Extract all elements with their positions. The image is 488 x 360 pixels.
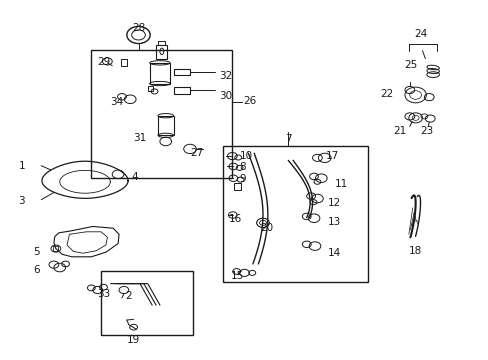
Text: 22: 22: [379, 89, 392, 99]
Bar: [91, 50, 232, 178]
Text: 34: 34: [110, 97, 123, 107]
Text: 19: 19: [127, 335, 140, 345]
Bar: [148, 86, 153, 91]
Text: 7: 7: [285, 134, 291, 144]
Text: 24: 24: [413, 29, 426, 39]
Text: 26: 26: [243, 96, 256, 107]
Text: 6: 6: [33, 265, 40, 275]
Bar: [174, 87, 189, 94]
Text: 20: 20: [259, 222, 272, 233]
Text: 21: 21: [393, 126, 406, 136]
Text: 28: 28: [132, 23, 145, 33]
Text: 25: 25: [404, 60, 417, 70]
Text: 18: 18: [408, 246, 422, 256]
Text: 12: 12: [327, 198, 341, 208]
Text: 11: 11: [334, 179, 347, 189]
Text: 3: 3: [19, 196, 25, 206]
Text: 31: 31: [133, 133, 146, 143]
Bar: [233, 183, 241, 190]
Text: 15: 15: [230, 271, 244, 281]
Bar: [174, 69, 189, 75]
Text: 2: 2: [125, 291, 132, 301]
Text: 5: 5: [33, 247, 40, 257]
Text: 1: 1: [19, 161, 25, 171]
Text: 23: 23: [419, 126, 432, 136]
Text: 29: 29: [97, 57, 110, 67]
Text: 27: 27: [190, 148, 203, 158]
Text: 30: 30: [219, 91, 232, 101]
Text: 8: 8: [239, 162, 246, 172]
Text: 17: 17: [325, 151, 339, 161]
Bar: [222, 146, 368, 282]
Text: 4: 4: [131, 172, 138, 182]
Bar: [156, 45, 166, 59]
Bar: [101, 271, 193, 336]
Bar: [120, 59, 127, 66]
Text: 16: 16: [228, 213, 242, 224]
Bar: [158, 116, 173, 135]
Text: 10: 10: [239, 151, 252, 161]
Bar: [53, 246, 58, 251]
Text: 13: 13: [327, 217, 341, 227]
Text: 32: 32: [219, 71, 232, 81]
Text: 9: 9: [239, 174, 246, 184]
Bar: [149, 63, 170, 84]
Text: 14: 14: [327, 248, 341, 258]
Text: 33: 33: [97, 289, 110, 298]
Bar: [158, 41, 164, 45]
